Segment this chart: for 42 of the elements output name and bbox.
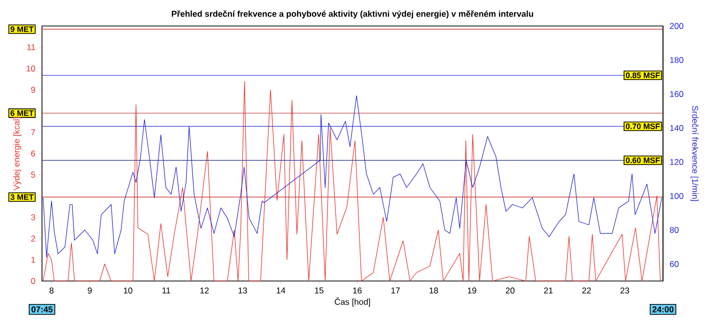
text: 07:45 — [32, 306, 53, 312]
x-tick-label: 22 — [582, 288, 591, 294]
y-tick-label: 0 — [31, 278, 36, 284]
line-series — [42, 95, 662, 258]
x-tick-label: 16 — [353, 288, 362, 294]
y2-tick-label: 100 — [670, 193, 684, 199]
y-axis-title: Výdej energie [kcal] — [13, 117, 22, 190]
x-tick-label: 12 — [200, 288, 209, 294]
y2-tick-label: 180 — [670, 57, 684, 63]
y2-tick-label: 140 — [670, 125, 684, 131]
x-tick-label: 8 — [50, 288, 54, 294]
x-axis-title: Čas [hod] — [334, 297, 370, 307]
y2-tick-label: 120 — [670, 159, 684, 165]
x-tick-label: 11 — [162, 288, 170, 294]
y-tick-label: 10 — [26, 66, 36, 72]
y-tick-label: 2 — [31, 236, 36, 242]
line-series — [42, 80, 661, 282]
x-tick-label: 19 — [468, 288, 476, 294]
y-tick-label: 7 — [31, 129, 36, 136]
y-tick-label: 11 — [27, 44, 36, 50]
y2-tick-label: 160 — [670, 91, 684, 97]
y2-tick-label: 80 — [670, 227, 679, 233]
y-tick-label: 5 — [31, 172, 36, 178]
x-tick-label: 14 — [276, 288, 286, 294]
y2-tick-label: 60 — [670, 261, 679, 267]
x-tick-label: 9 — [88, 288, 92, 294]
x-tick-label: 21 — [544, 288, 553, 294]
text: 24:00 — [652, 306, 674, 312]
x-tick-label: 13 — [238, 288, 247, 294]
y-tick-label: 6 — [31, 150, 36, 156]
chart-title: Přehled srdeční frekvence a pohybové aktivity (aktivni výdej energie) v měřeném intervalu — [172, 10, 534, 18]
x-tick-label: 15 — [314, 288, 324, 294]
y-tick-label: 1 — [31, 256, 36, 263]
x-tick-label: 17 — [391, 288, 400, 294]
x-tick-label: 18 — [430, 288, 438, 294]
x-tick-label: 23 — [620, 288, 630, 294]
y-tick-label: 9 — [31, 86, 36, 93]
y2-tick-label: 200 — [670, 23, 684, 29]
x-tick-label: 10 — [124, 288, 132, 294]
x-tick-label: 20 — [506, 288, 515, 294]
y-tick-label: 3 — [31, 214, 36, 220]
y2-axis-title: Srdeční frekvence [1/min] — [690, 106, 698, 201]
